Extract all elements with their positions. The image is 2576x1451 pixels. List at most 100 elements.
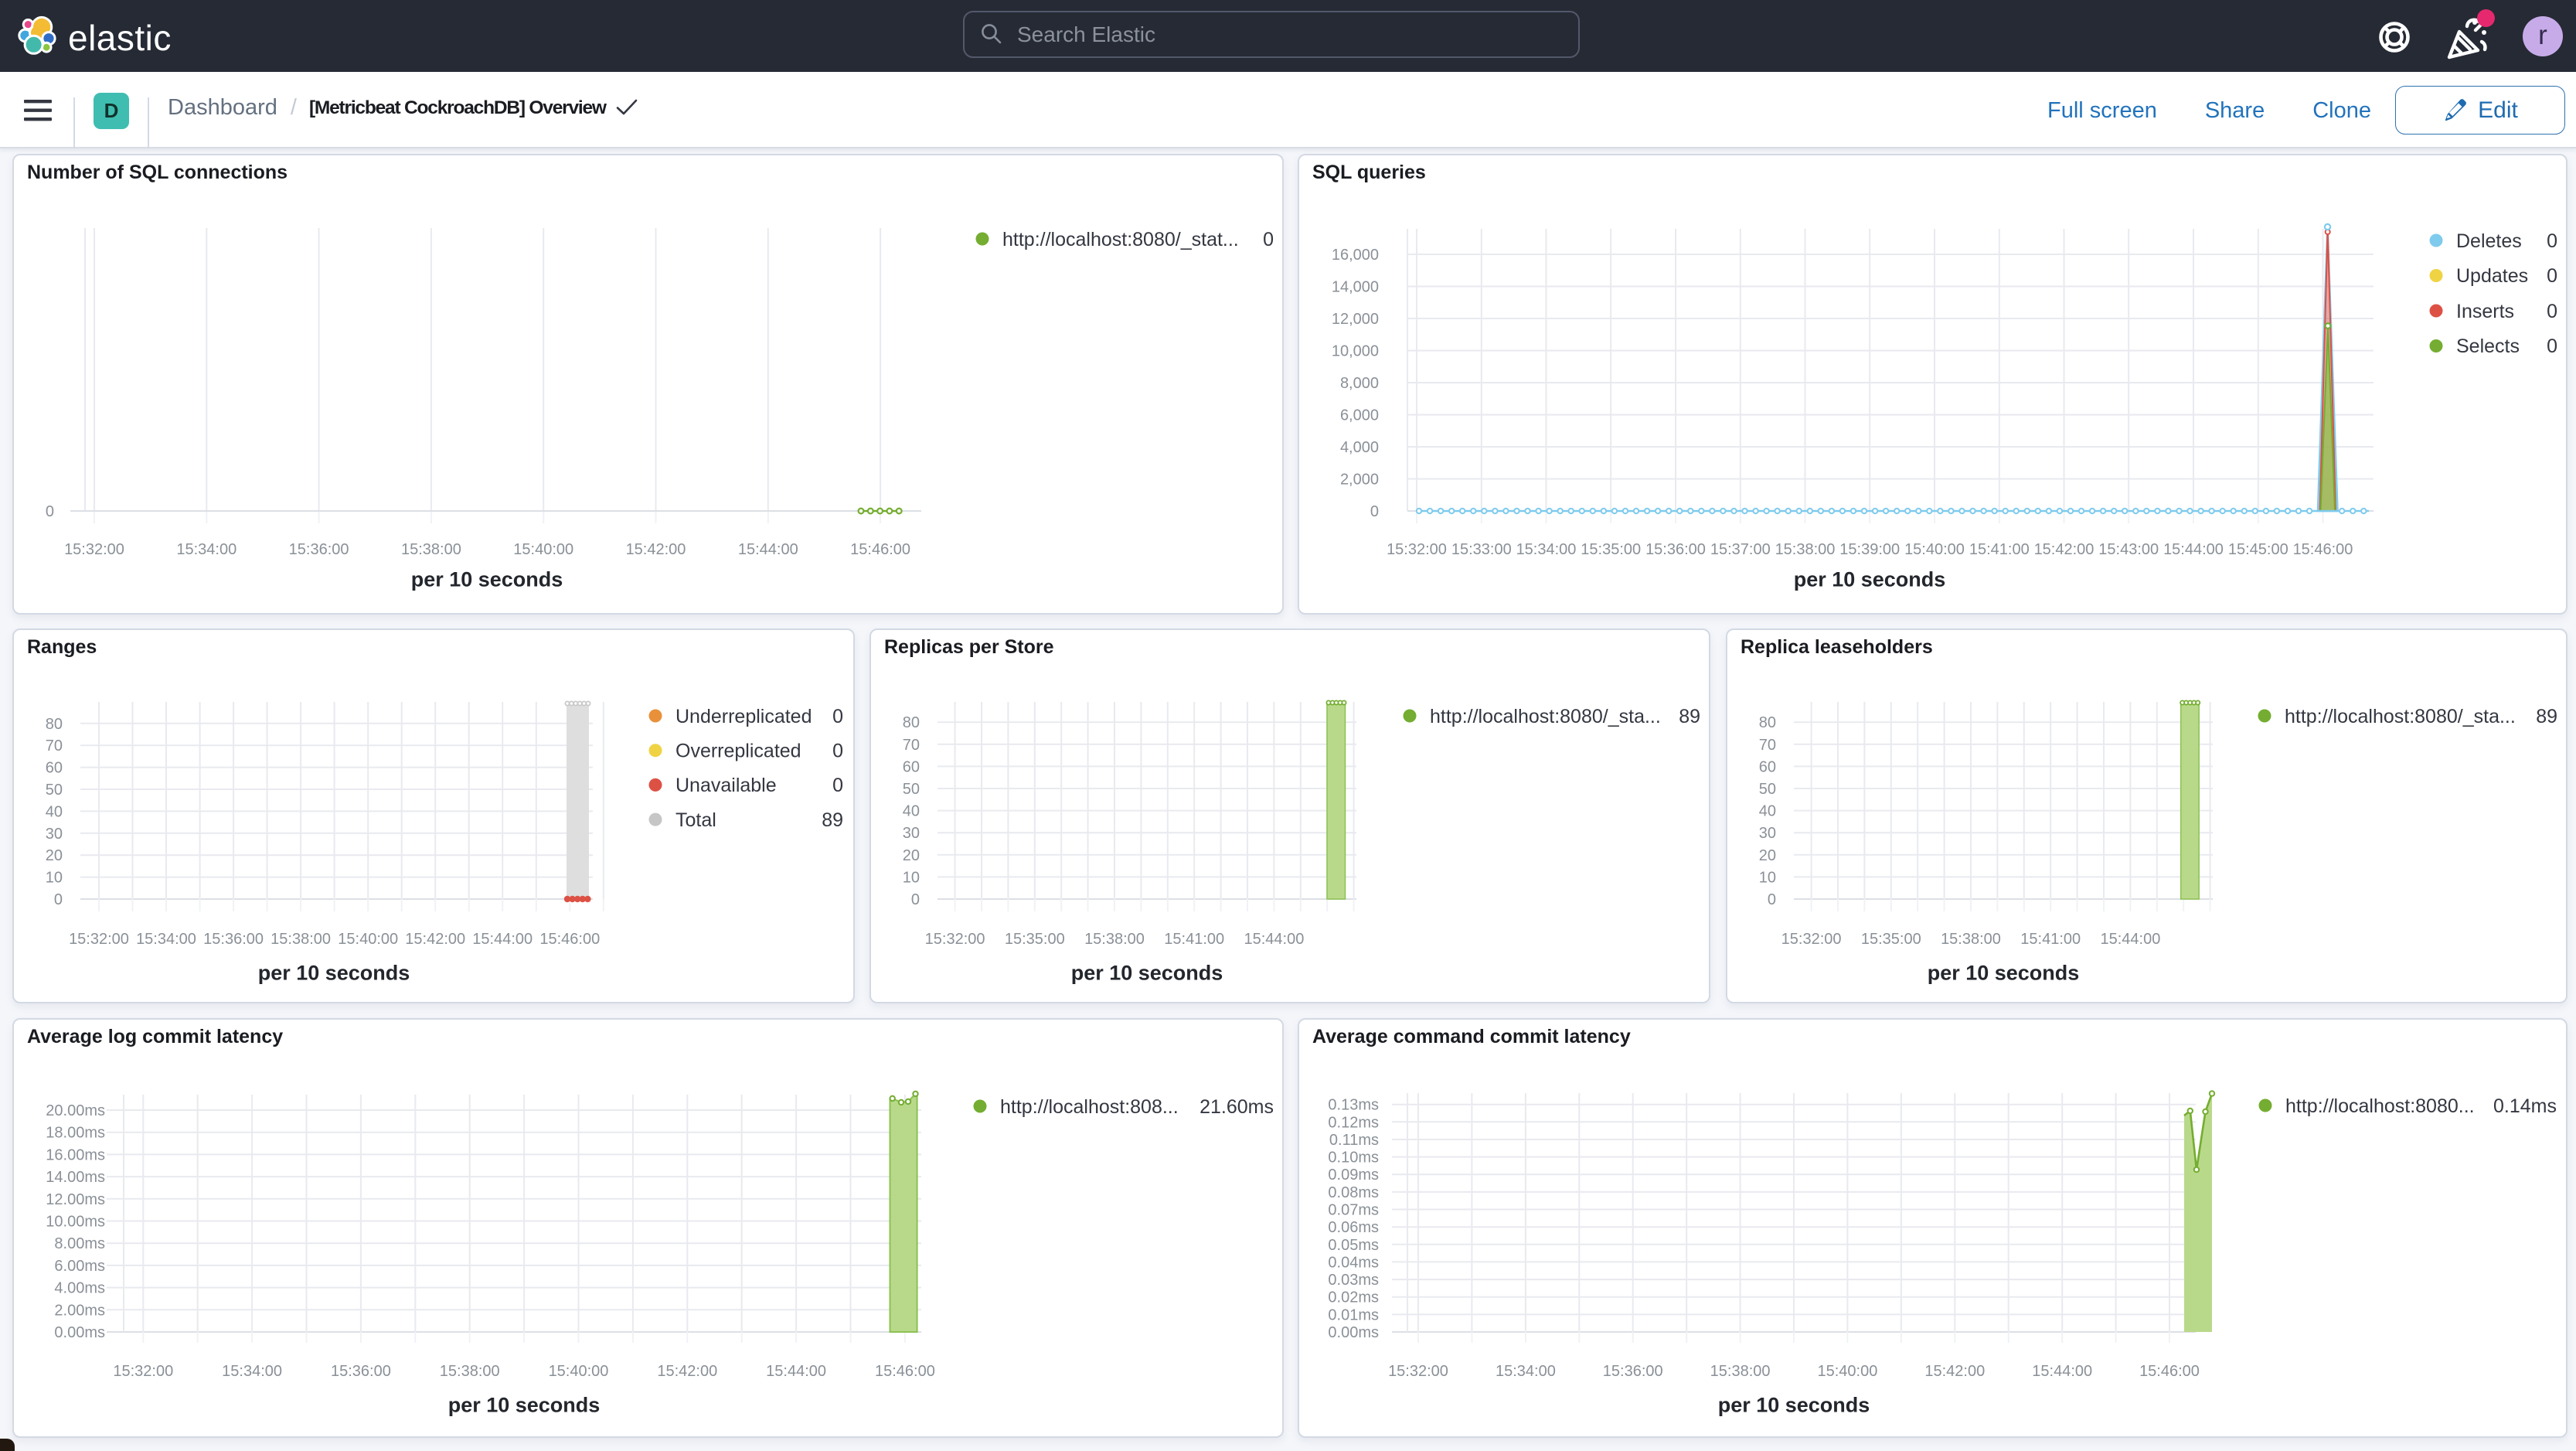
svg-text:0.14ms: 0.14ms (2493, 1095, 2557, 1117)
svg-text:10: 10 (1759, 869, 1776, 886)
svg-text:http://localhost:8080/_sta...: http://localhost:8080/_sta... (1430, 706, 1661, 727)
svg-text:0: 0 (46, 503, 54, 520)
svg-text:60: 60 (46, 760, 63, 777)
svg-text:14.00ms: 14.00ms (46, 1169, 105, 1186)
svg-text:15:33:00: 15:33:00 (1451, 541, 1512, 558)
svg-text:15:45:00: 15:45:00 (2228, 541, 2288, 558)
svg-text:15:38:00: 15:38:00 (440, 1363, 500, 1380)
svg-text:80: 80 (903, 714, 920, 731)
svg-text:2,000: 2,000 (1340, 472, 1379, 489)
svg-text:15:46:00: 15:46:00 (875, 1363, 935, 1380)
svg-text:4,000: 4,000 (1340, 439, 1379, 456)
svg-text:0.11ms: 0.11ms (1329, 1132, 1379, 1149)
svg-text:80: 80 (1759, 714, 1776, 731)
svg-text:0: 0 (832, 740, 843, 761)
svg-text:15:32:00: 15:32:00 (1387, 541, 1447, 558)
svg-text:0.07ms: 0.07ms (1328, 1202, 1379, 1219)
svg-text:15:38:00: 15:38:00 (401, 541, 461, 558)
svg-text:15:40:00: 15:40:00 (549, 1363, 609, 1380)
svg-text:15:46:00: 15:46:00 (539, 931, 600, 948)
svg-text:15:40:00: 15:40:00 (1904, 541, 1965, 558)
svg-text:60: 60 (903, 758, 920, 775)
svg-text:15:36:00: 15:36:00 (289, 541, 349, 558)
svg-text:Updates: Updates (2456, 265, 2528, 287)
svg-text:20: 20 (1759, 847, 1776, 864)
svg-text:50: 50 (46, 782, 63, 799)
svg-text:15:35:00: 15:35:00 (1005, 931, 1065, 948)
svg-text:0.12ms: 0.12ms (1328, 1114, 1379, 1131)
svg-text:Overreplicated: Overreplicated (675, 740, 801, 761)
svg-text:per 10 seconds: per 10 seconds (411, 568, 563, 591)
svg-text:15:42:00: 15:42:00 (2034, 541, 2094, 558)
svg-text:89: 89 (822, 809, 843, 831)
svg-text:0.00ms: 0.00ms (1328, 1324, 1379, 1341)
svg-text:per 10 seconds: per 10 seconds (1071, 961, 1223, 984)
svg-text:0: 0 (2547, 265, 2557, 287)
svg-text:0: 0 (2547, 336, 2557, 357)
svg-text:15:38:00: 15:38:00 (271, 931, 331, 948)
svg-text:30: 30 (1759, 825, 1776, 842)
svg-text:15:44:00: 15:44:00 (2163, 541, 2224, 558)
svg-text:18.00ms: 18.00ms (46, 1125, 105, 1142)
svg-text:Inserts: Inserts (2456, 301, 2514, 322)
svg-text:15:44:00: 15:44:00 (2032, 1363, 2092, 1380)
svg-text:15:32:00: 15:32:00 (925, 931, 985, 948)
svg-text:15:32:00: 15:32:00 (113, 1363, 173, 1380)
svg-text:89: 89 (1679, 706, 1700, 727)
svg-text:21.60ms: 21.60ms (1200, 1096, 1274, 1118)
svg-text:Unavailable: Unavailable (675, 775, 777, 796)
svg-text:20: 20 (46, 847, 63, 864)
svg-text:0.03ms: 0.03ms (1328, 1272, 1379, 1289)
svg-text:0: 0 (54, 891, 63, 908)
svg-text:0.04ms: 0.04ms (1328, 1254, 1379, 1271)
svg-text:15:41:00: 15:41:00 (1164, 931, 1224, 948)
svg-text:http://localhost:8080/_stat...: http://localhost:8080/_stat... (1002, 229, 1239, 250)
svg-text:14,000: 14,000 (1332, 279, 1379, 296)
svg-text:15:34:00: 15:34:00 (1516, 541, 1577, 558)
svg-text:15:44:00: 15:44:00 (1244, 931, 1304, 948)
svg-text:15:39:00: 15:39:00 (1839, 541, 1900, 558)
svg-text:15:38:00: 15:38:00 (1710, 1363, 1771, 1380)
svg-text:0: 0 (911, 891, 920, 908)
svg-text:8,000: 8,000 (1340, 375, 1379, 392)
svg-text:http://localhost:8080/_sta...: http://localhost:8080/_sta... (2285, 706, 2516, 727)
svg-text:6.00ms: 6.00ms (54, 1258, 105, 1275)
svg-text:16,000: 16,000 (1332, 247, 1379, 264)
svg-text:15:38:00: 15:38:00 (1941, 931, 2001, 948)
svg-text:10: 10 (903, 869, 920, 886)
svg-text:70: 70 (1759, 737, 1776, 754)
svg-text:per 10 seconds: per 10 seconds (448, 1393, 601, 1416)
svg-text:15:43:00: 15:43:00 (2098, 541, 2159, 558)
svg-text:6,000: 6,000 (1340, 407, 1379, 424)
svg-text:per 10 seconds: per 10 seconds (1794, 568, 1946, 591)
svg-text:60: 60 (1759, 758, 1776, 775)
svg-text:0.02ms: 0.02ms (1328, 1289, 1379, 1306)
svg-text:8.00ms: 8.00ms (54, 1235, 105, 1252)
svg-text:0.13ms: 0.13ms (1328, 1097, 1379, 1114)
svg-text:40: 40 (1759, 803, 1776, 820)
svg-text:15:34:00: 15:34:00 (176, 541, 237, 558)
svg-text:0: 0 (2547, 230, 2557, 252)
svg-text:0.01ms: 0.01ms (1328, 1306, 1379, 1323)
svg-text:40: 40 (46, 803, 63, 820)
svg-text:15:42:00: 15:42:00 (405, 931, 465, 948)
svg-text:89: 89 (2536, 706, 2557, 727)
svg-text:15:36:00: 15:36:00 (203, 931, 264, 948)
svg-text:15:32:00: 15:32:00 (1781, 931, 1842, 948)
svg-text:10.00ms: 10.00ms (46, 1214, 105, 1231)
svg-text:0: 0 (1263, 229, 1274, 250)
svg-text:15:44:00: 15:44:00 (472, 931, 533, 948)
svg-text:Deletes: Deletes (2456, 230, 2522, 252)
svg-text:15:36:00: 15:36:00 (1603, 1363, 1663, 1380)
svg-text:15:34:00: 15:34:00 (222, 1363, 282, 1380)
svg-text:0.06ms: 0.06ms (1328, 1219, 1379, 1236)
svg-text:4.00ms: 4.00ms (54, 1280, 105, 1297)
svg-text:0: 0 (1768, 891, 1776, 908)
svg-text:Underreplicated: Underreplicated (675, 706, 812, 727)
svg-text:15:34:00: 15:34:00 (1496, 1363, 1556, 1380)
svg-text:10: 10 (46, 870, 63, 887)
svg-text:20.00ms: 20.00ms (46, 1102, 105, 1119)
svg-text:15:40:00: 15:40:00 (338, 931, 398, 948)
svg-text:per 10 seconds: per 10 seconds (258, 961, 410, 984)
svg-text:15:32:00: 15:32:00 (1388, 1363, 1448, 1380)
